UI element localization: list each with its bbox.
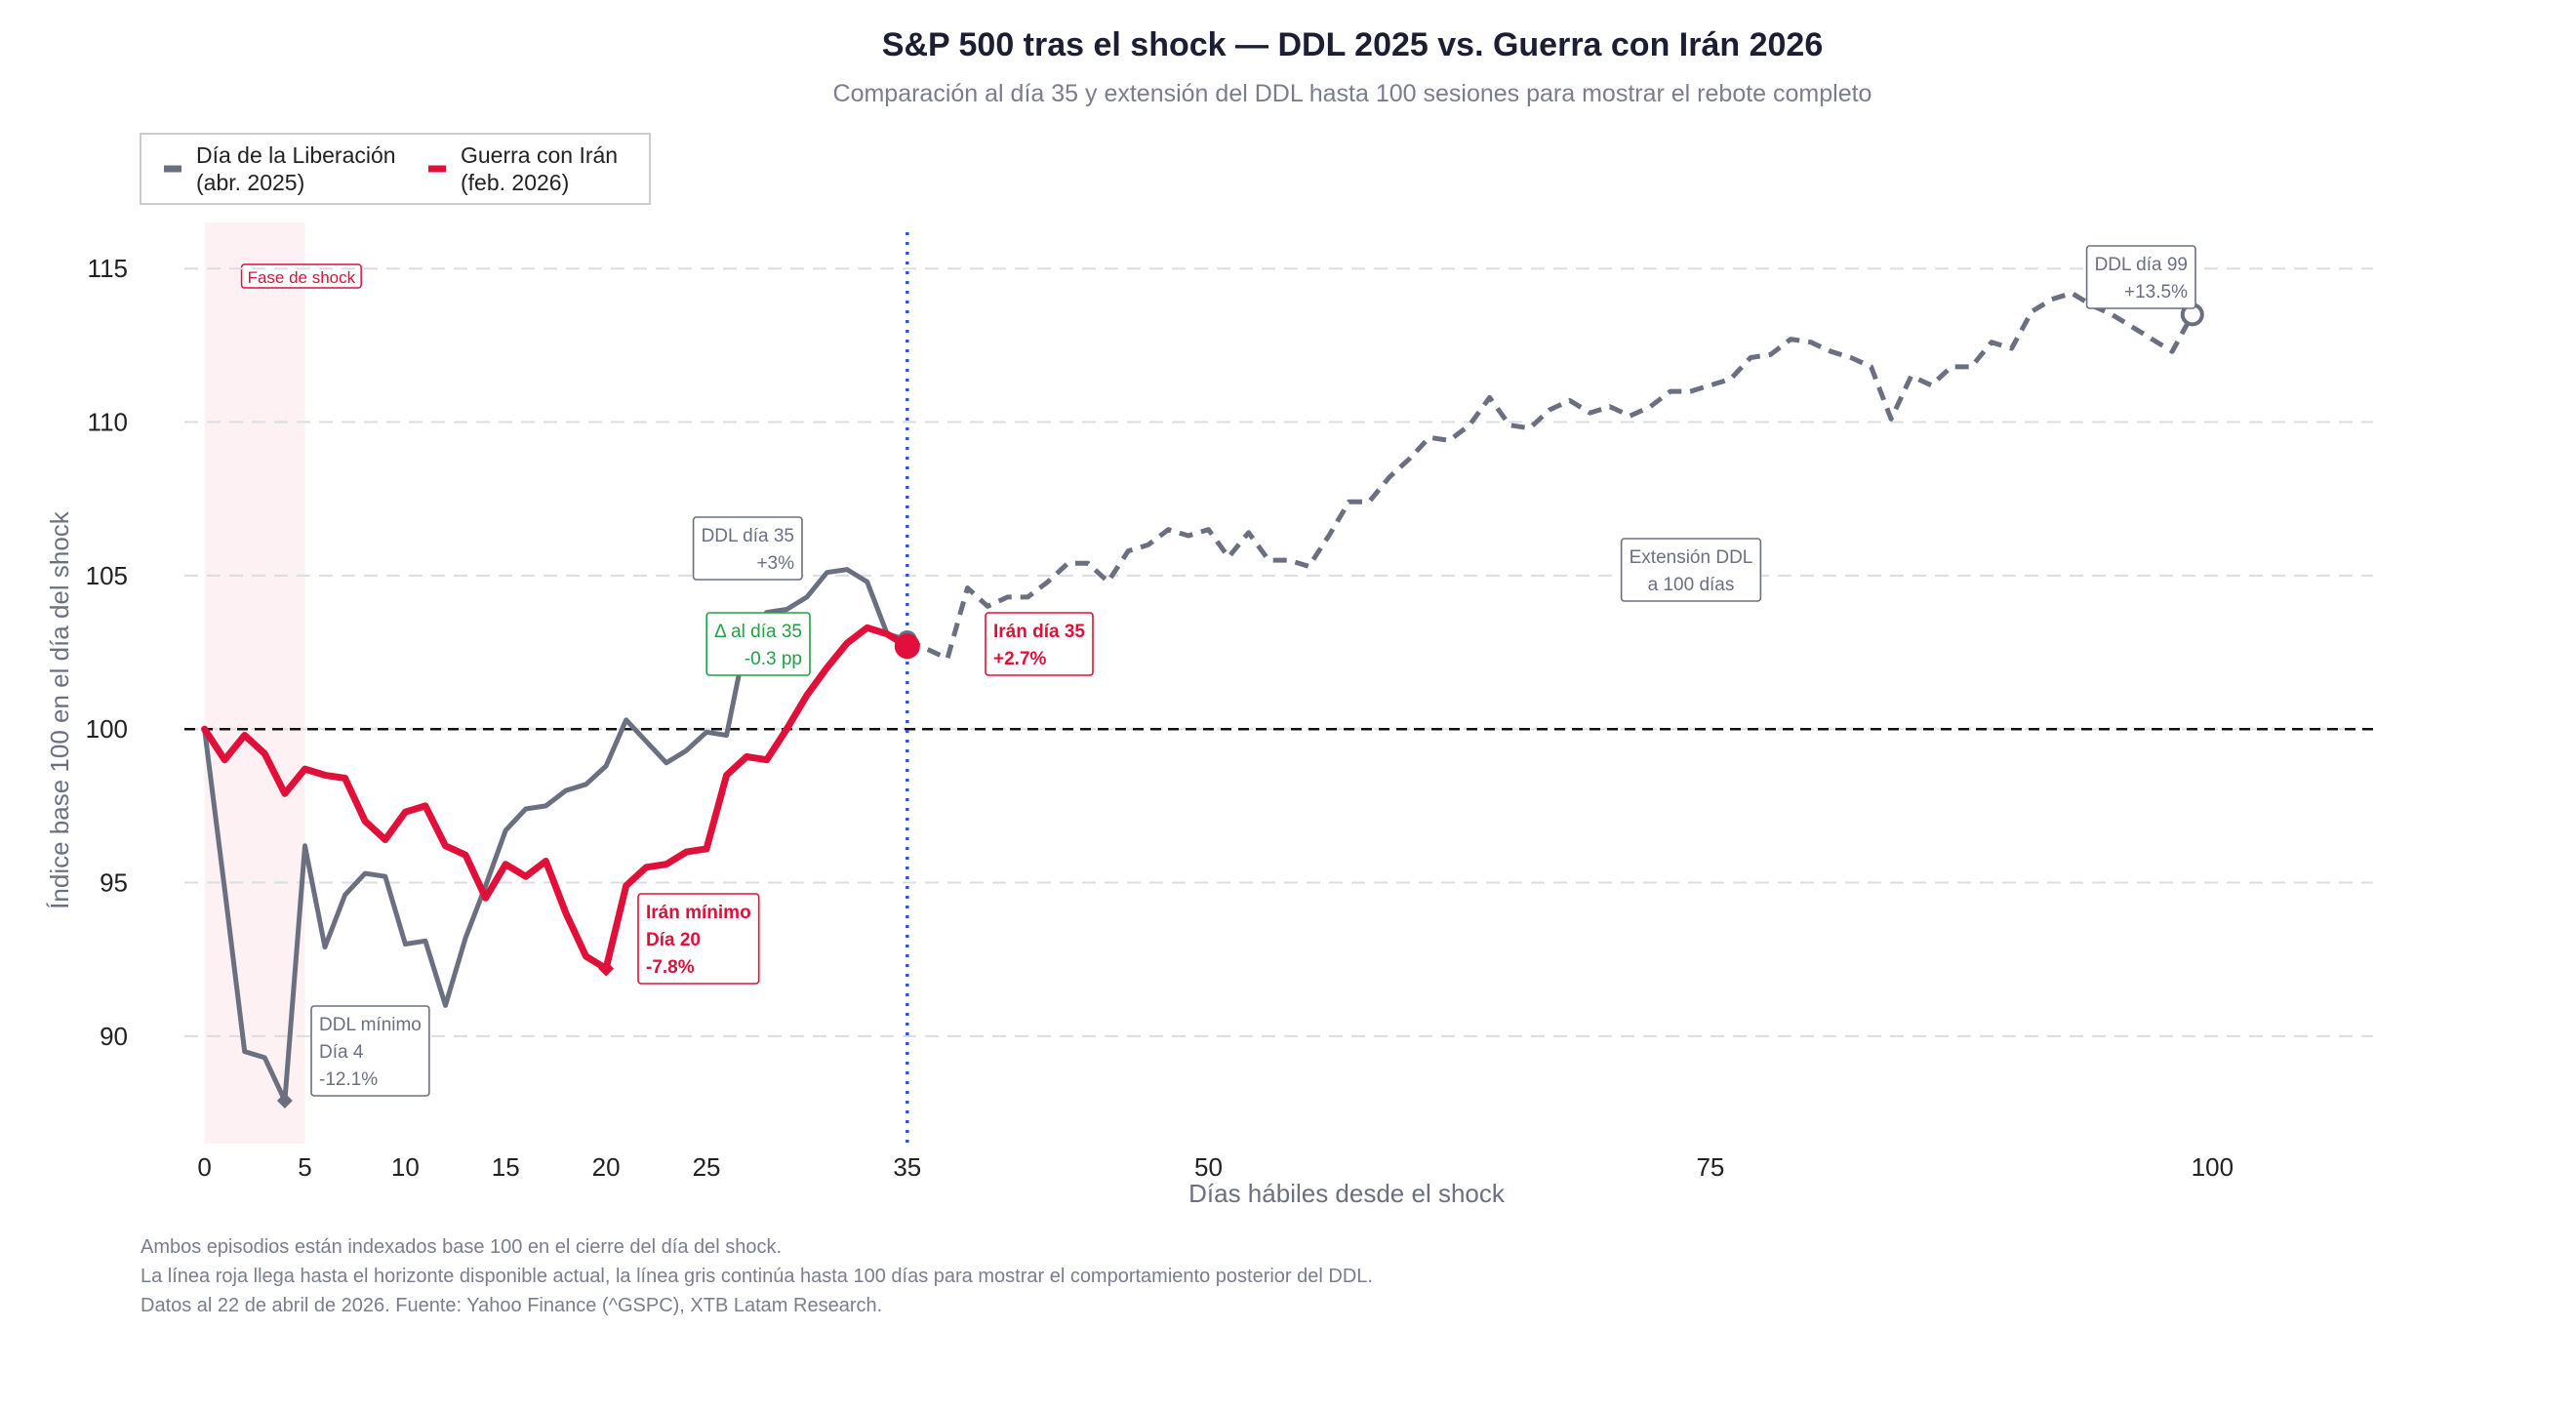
x-tick-label: 15 [492,1152,520,1182]
y-tick-label: 100 [86,714,128,744]
footnote-3: Datos al 22 de abril de 2026. Fuente: Ya… [141,1295,882,1316]
ext-ddl-annotation-line: a 100 días [1648,575,1735,595]
legend-label-ddl-line1: Día de la Liberación [196,142,396,168]
x-tick-label: 100 [2192,1152,2234,1182]
ddl-min-annotation-box [310,1005,430,1097]
x-tick-label: 20 [592,1152,621,1182]
shock-band [204,222,305,1144]
y-axis-label: Índice base 100 en el día del shock [45,510,74,909]
iran-35-marker [894,633,920,660]
legend-label-ddl-line2: (abr. 2025) [196,170,304,195]
ext-ddl-annotation-line: Extensión DDL [1630,547,1753,568]
y-tick-label: 110 [88,408,128,437]
x-tick-label: 10 [391,1152,420,1182]
ddl-99-annotation-line: +13.5% [2124,282,2188,302]
y-tick-label: 95 [100,868,128,898]
legend-label-iran-line1: Guerra con Irán [461,142,618,168]
footnote-1: Ambos episodios están indexados base 100… [141,1236,782,1258]
iran-min-marker [598,960,615,977]
ddl-99-annotation-line: DDL día 99 [2095,255,2188,275]
delta-35-annotation-line: -0.3 pp [745,649,802,669]
ddl-min-annotation-line: -12.1% [319,1069,378,1090]
iran-35-annotation-box [985,612,1094,676]
y-tick-label: 90 [100,1022,128,1051]
ddl-min-annotation-line: Día 4 [319,1042,364,1063]
legend: Día de la Liberación (abr. 2025) Guerra … [140,133,651,205]
ddl-35-annotation-line: +3% [756,553,794,574]
ddl-min-marker [276,1092,293,1108]
delta-35-annotation: Δ al día 35 -0.3 pp [705,612,811,676]
x-tick-label: 75 [1696,1152,1724,1182]
ddl-35-annotation-line: DDL día 35 [702,526,794,546]
legend-frame [140,133,651,205]
shock-band-label-box [240,263,362,289]
y-tick-label: 115 [88,254,128,283]
x-tick-label: 35 [893,1152,921,1182]
ext-ddl-annotation-box [1620,538,1762,602]
ddl-line [202,567,910,1104]
ddl-35-annotation: DDL día 35 +3% [692,516,803,581]
iran-min-annotation-line: Día 20 [646,930,701,950]
iran-min-annotation-box [637,893,760,985]
footnote-2: La línea roja llega hasta el horizonte d… [141,1266,1373,1287]
chart-title: S&P 500 tras el shock — DDL 2025 vs. Gue… [882,26,1823,63]
ddl-35-annotation-box [692,516,803,581]
iran-35-annotation: Irán día 35 +2.7% [985,612,1094,676]
ddl-min-annotation-line: DDL mínimo [319,1015,422,1035]
x-tick-label: 5 [298,1152,311,1182]
iran-line [201,624,911,973]
ddl-extension-line [906,290,2194,662]
x-axis-label: Días hábiles desde el shock [1188,1179,1506,1208]
x-tick-label: 0 [197,1152,211,1182]
legend-label-iran-line2: (feb. 2026) [461,170,569,195]
ddl-99-annotation-box [2085,245,2196,309]
shock-band-label: Fase de shock [248,268,356,287]
delta-35-annotation-line: Δ al día 35 [714,622,802,642]
iran-35-annotation-line: Irán día 35 [993,622,1085,642]
ext-ddl-annotation: Extensión DDL a 100 días [1620,538,1762,602]
x-tick-label: 25 [693,1152,721,1182]
y-tick-label: 105 [86,561,128,590]
chart-subtitle: Comparación al día 35 y extensión del DD… [833,80,1872,107]
iran-min-annotation-line: Irán mínimo [646,903,751,923]
iran-min-annotation: Irán mínimo Día 20 -7.8% [637,893,760,985]
ddl-99-annotation: DDL día 99 +13.5% [2085,245,2196,309]
x-tick-label: 50 [1194,1152,1223,1182]
ddl-min-annotation: DDL mínimo Día 4 -12.1% [310,1005,430,1097]
iran-min-annotation-line: -7.8% [646,957,695,978]
delta-35-annotation-box [705,612,811,676]
iran-35-annotation-line: +2.7% [993,649,1047,669]
